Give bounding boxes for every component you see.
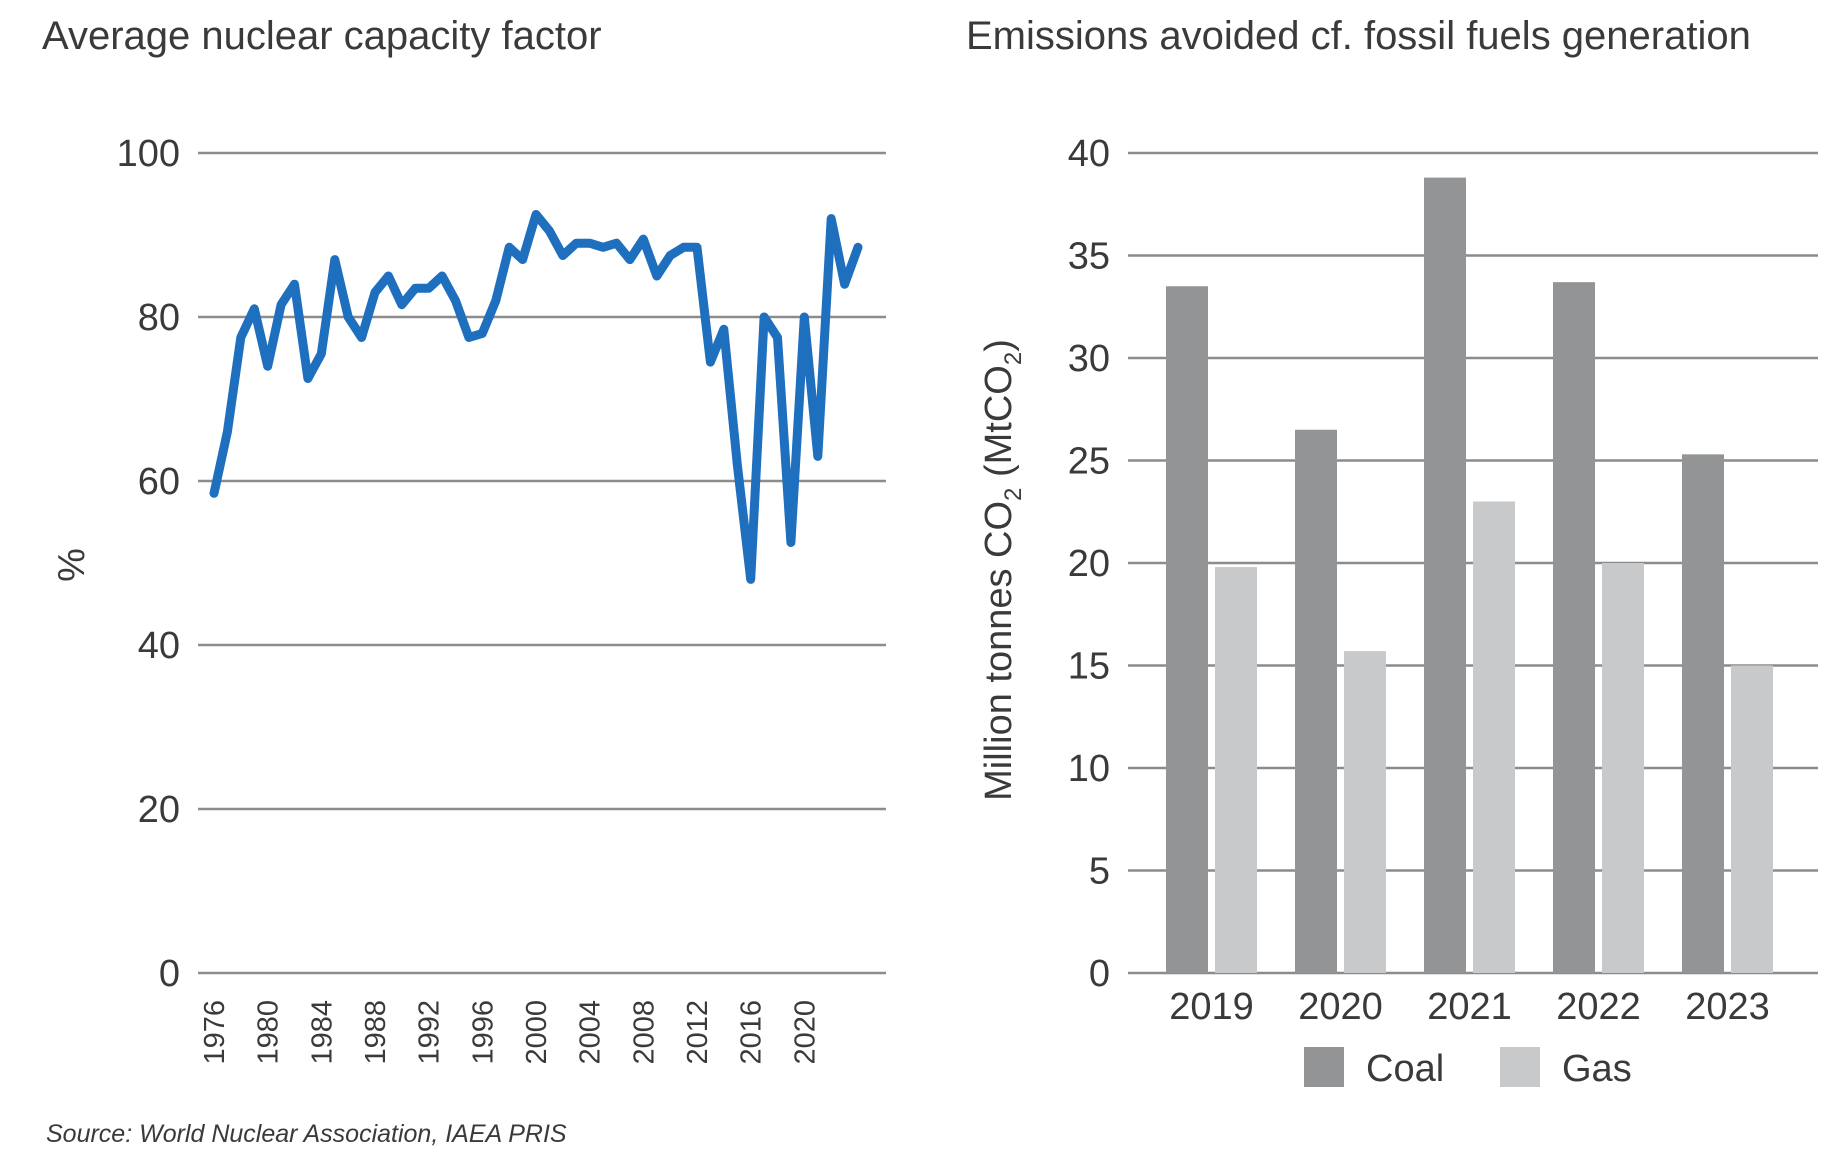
- bar-gas-2023: [1731, 665, 1773, 973]
- left-x-tick-labels: 1976 1980 1984 1988 1992 1996 2000 2004 2008 2012…: [199, 1000, 821, 1065]
- left-x-tick: 2020: [789, 1000, 821, 1065]
- right-chart-title: Emissions avoided cf. fossil fuels gener…: [966, 14, 1751, 58]
- right-y-tick: 10: [1068, 748, 1110, 790]
- left-y-tick-labels: 0 20 40 60 80 100: [117, 133, 180, 995]
- source-note: Source: World Nuclear Association, IAEA …: [46, 1120, 567, 1148]
- capacity-factor-chart: 0 20 40 60 80 100 1976 1980 1984 1988 1992 1996 200…: [51, 133, 886, 1065]
- left-x-tick: 1976: [199, 1000, 231, 1065]
- right-x-tick: 2020: [1298, 986, 1383, 1028]
- left-x-tick: 1984: [306, 1000, 338, 1065]
- right-x-tick: 2021: [1427, 986, 1512, 1028]
- left-x-tick: 2004: [575, 1000, 607, 1065]
- right-bars: [1166, 177, 1773, 974]
- right-y-tick: 25: [1068, 441, 1110, 483]
- left-x-tick: 2000: [521, 1000, 553, 1065]
- emissions-avoided-chart: 0 5 10 15 20 25 30 35 40 2019 2020 2021 2022 2023 Mi…: [978, 133, 1818, 1090]
- bar-coal-2023: [1682, 454, 1724, 974]
- right-x-tick-labels: 2019 2020 2021 2022 2023: [1169, 986, 1770, 1028]
- bar-coal-2019: [1166, 286, 1208, 973]
- bar-gas-2020: [1344, 651, 1386, 973]
- left-y-tick: 40: [138, 625, 180, 667]
- left-x-tick: 1992: [414, 1000, 446, 1065]
- right-y-tick: 35: [1068, 236, 1110, 278]
- bar-coal-2021: [1424, 177, 1466, 974]
- bar-gas-2022: [1602, 563, 1644, 973]
- right-x-tick: 2019: [1169, 986, 1254, 1028]
- right-y-tick: 30: [1068, 338, 1110, 380]
- right-y-tick: 0: [1089, 953, 1110, 995]
- bar-gas-2019: [1215, 567, 1257, 973]
- left-x-tick: 1980: [253, 1000, 285, 1065]
- legend-swatch-gas: [1500, 1047, 1540, 1087]
- left-y-tick: 60: [138, 461, 180, 503]
- right-y-axis-label: Million tonnes CO2 (MtCO2): [978, 339, 1027, 801]
- right-y-tick-labels: 0 5 10 15 20 25 30 35 40: [1068, 133, 1110, 995]
- left-y-tick: 100: [117, 133, 180, 175]
- left-chart-title: Average nuclear capacity factor: [42, 14, 602, 58]
- right-y-tick: 40: [1068, 133, 1110, 175]
- left-y-tick: 80: [138, 297, 180, 339]
- left-x-tick: 1988: [360, 1000, 392, 1065]
- left-y-tick: 20: [138, 789, 180, 831]
- legend-label-gas: Gas: [1562, 1048, 1632, 1090]
- right-x-tick: 2022: [1556, 986, 1641, 1028]
- capacity-factor-line: [209, 210, 863, 584]
- left-y-axis-label: %: [51, 548, 93, 582]
- bar-coal-2020: [1295, 429, 1337, 973]
- left-gridlines: [198, 151, 886, 975]
- right-x-tick: 2023: [1685, 986, 1770, 1028]
- left-y-tick: 0: [159, 953, 180, 995]
- legend-swatch-coal: [1304, 1047, 1344, 1087]
- right-y-tick: 15: [1068, 646, 1110, 688]
- legend-label-coal: Coal: [1366, 1048, 1444, 1090]
- right-y-tick: 5: [1089, 851, 1110, 893]
- left-x-tick: 1996: [467, 1000, 499, 1065]
- right-legend: Coal Gas: [1304, 1047, 1632, 1090]
- right-y-tick: 20: [1068, 543, 1110, 585]
- bar-coal-2022: [1553, 282, 1595, 973]
- left-x-tick: 2008: [628, 1000, 660, 1065]
- left-x-tick: 2012: [682, 1000, 714, 1065]
- bar-gas-2021: [1473, 501, 1515, 973]
- left-x-tick: 2016: [736, 1000, 768, 1065]
